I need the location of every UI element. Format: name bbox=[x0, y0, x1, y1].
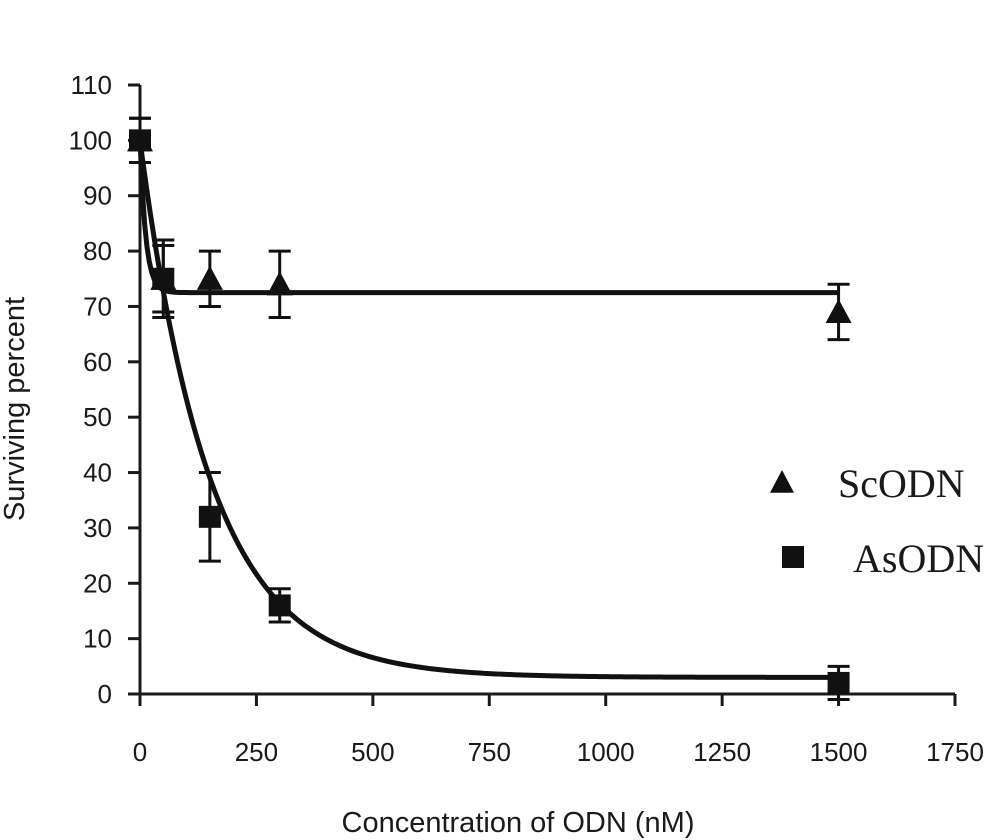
y-tick-label: 60 bbox=[83, 347, 112, 377]
y-tick-label: 20 bbox=[83, 568, 112, 598]
data-point-scodn bbox=[825, 298, 852, 324]
series-asodn bbox=[129, 116, 850, 702]
plot-area bbox=[127, 116, 852, 702]
y-tick-label: 100 bbox=[69, 125, 112, 155]
x-tick-label: 250 bbox=[235, 737, 278, 767]
data-point-scodn bbox=[266, 271, 293, 296]
data-point-asodn bbox=[152, 267, 175, 290]
legend: ScODN AsODN bbox=[770, 461, 984, 581]
y-tick-label: 30 bbox=[83, 513, 112, 543]
x-tick-label: 0 bbox=[133, 737, 147, 767]
data-point-asodn bbox=[129, 129, 151, 152]
legend-item-asodn: AsODN bbox=[782, 536, 984, 581]
fit-curve-asodn bbox=[137, 140, 839, 680]
fit-curve-scodn bbox=[137, 140, 839, 296]
y-tick-label: 50 bbox=[83, 402, 112, 432]
y-tick-label: 40 bbox=[83, 458, 112, 488]
y-tick-label: 90 bbox=[83, 181, 112, 211]
x-tick-label: 500 bbox=[351, 737, 394, 767]
x-tick-label: 1500 bbox=[810, 737, 868, 767]
y-tick-label: 10 bbox=[83, 624, 112, 654]
series-scodn bbox=[127, 116, 852, 342]
x-tick-label: 1000 bbox=[577, 737, 635, 767]
y-tick-label: 70 bbox=[83, 291, 112, 321]
legend-label-scodn: ScODN bbox=[838, 461, 965, 506]
x-tick-label: 1750 bbox=[926, 737, 984, 767]
ticks: 0 10 20 30 40 50 60 70 80 90 100 110 0 250 500 750 1000 1… bbox=[69, 70, 984, 767]
legend-item-scodn: ScODN bbox=[770, 461, 965, 506]
data-point-asodn bbox=[827, 671, 850, 694]
data-point-asodn bbox=[268, 594, 291, 617]
data-point-scodn bbox=[196, 265, 223, 290]
data-point-asodn bbox=[198, 505, 221, 528]
x-tick-label: 1250 bbox=[693, 737, 751, 767]
axes bbox=[138, 85, 955, 696]
x-tick-label: 750 bbox=[468, 737, 511, 767]
x-axis-title: Concentration of ODN (nM) bbox=[342, 807, 695, 839]
y-tick-label: 0 bbox=[98, 679, 112, 709]
legend-marker-scodn bbox=[770, 470, 794, 493]
y-tick-label: 80 bbox=[83, 236, 112, 266]
legend-marker-asodn bbox=[782, 546, 804, 568]
legend-label-asodn: AsODN bbox=[853, 536, 984, 581]
y-tick-label: 110 bbox=[71, 70, 112, 100]
y-axis-title: Surviving percent bbox=[0, 297, 31, 521]
